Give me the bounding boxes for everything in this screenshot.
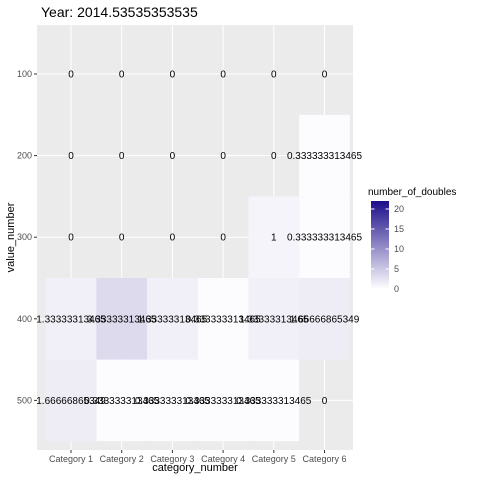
- legend-colorbar: [371, 201, 389, 289]
- heatmap-cell: [45, 359, 97, 442]
- cell-value-label: 0: [220, 233, 226, 244]
- axes: Category 1 Category 2 Category 3 Category 4…: [17, 69, 347, 464]
- legend-tick-label: 15: [394, 224, 404, 234]
- cell-value-label: 0: [220, 151, 226, 162]
- x-tick-label: Category 1: [49, 454, 93, 464]
- y-tick-label: 500: [17, 395, 32, 405]
- cell-value-label: 0: [119, 70, 125, 81]
- cell-value-label: 0: [68, 151, 74, 162]
- cell-value-label: 0: [119, 233, 125, 244]
- heatmap-cells: [45, 114, 350, 442]
- chart-title: Year: 2014.53535353535: [41, 4, 198, 20]
- x-tick-label: Category 3: [150, 454, 194, 464]
- heatmap-cell: [45, 278, 97, 360]
- legend-title: number_of_doubles: [368, 187, 456, 198]
- cell-value-label: 1.33333313465: [36, 314, 106, 325]
- heatmap-cell: [96, 278, 148, 360]
- legend: number_of_doubles 0 5 10 15 20: [368, 187, 456, 294]
- legend-tick-label: 0: [394, 284, 399, 294]
- cell-value-label: 0.333333313465: [287, 233, 363, 244]
- heatmap-cell: [299, 196, 350, 278]
- y-tick-label: 100: [17, 69, 32, 79]
- y-tick-label: 200: [17, 151, 32, 161]
- heatmap-cell: [299, 114, 350, 197]
- heatmap-cell: [248, 278, 300, 360]
- x-tick-label: Category 4: [201, 454, 245, 464]
- cell-value-label: 0: [271, 70, 277, 81]
- cell-value-label: 0.333333313465: [186, 314, 262, 325]
- cell-value-label: 1.33333313465: [239, 314, 309, 325]
- legend-tick-label: 10: [394, 244, 404, 254]
- heatmap-cell: [248, 196, 300, 278]
- cell-value-label: 1.33333313465: [138, 314, 208, 325]
- heatmap-cell: [96, 359, 148, 442]
- cell-value-label: 0: [68, 70, 74, 81]
- cell-value-label: 0.333333313465: [84, 396, 160, 407]
- heatmap-cell: [197, 278, 249, 360]
- x-tick-label: Category 6: [302, 454, 346, 464]
- heatmap-cell: [299, 278, 350, 360]
- cell-value-label: 0: [170, 233, 176, 244]
- cell-value-label: 0.333333313465: [287, 151, 363, 162]
- cell-value-label: 3.33333313465: [87, 314, 157, 325]
- x-tick-label: Category 2: [100, 454, 144, 464]
- cell-value-label: 0: [322, 396, 328, 407]
- x-axis-title: category_number: [152, 462, 238, 474]
- y-tick-label: 300: [17, 232, 32, 242]
- cell-value-label: 0: [220, 70, 226, 81]
- y-tick-label: 400: [17, 314, 32, 324]
- cell-value-label: 0.333333313465: [135, 396, 211, 407]
- cell-value-label: 0: [271, 151, 277, 162]
- cell-labels: 0 0 0 0 0 0 0 0 0 0 0 0.333333313465 0 0 0 0 1 0.33333331…: [36, 70, 362, 407]
- cell-value-label: 0: [68, 233, 74, 244]
- cell-value-label: 0.333333313465: [186, 396, 262, 407]
- cell-value-label: 1.66666865349: [36, 396, 106, 407]
- x-tick-label: Category 5: [252, 454, 296, 464]
- heatmap-cell: [197, 359, 249, 442]
- cell-value-label: 0.333333313465: [236, 396, 312, 407]
- legend-tick-label: 20: [394, 204, 404, 214]
- cell-value-label: 1: [271, 233, 277, 244]
- heatmap-cell: [248, 359, 300, 442]
- legend-ticks: 0 5 10 15 20: [371, 204, 404, 294]
- cell-value-label: 0: [170, 151, 176, 162]
- cell-value-label: 0: [170, 70, 176, 81]
- heatmap-cell: [147, 359, 198, 442]
- cell-value-label: 0: [322, 70, 328, 81]
- y-axis-title: value_number: [5, 202, 17, 272]
- legend-tick-label: 5: [394, 264, 399, 274]
- cell-value-label: 1.66666865349: [290, 314, 360, 325]
- heatmap-cell: [147, 278, 198, 360]
- cell-value-label: 0: [119, 151, 125, 162]
